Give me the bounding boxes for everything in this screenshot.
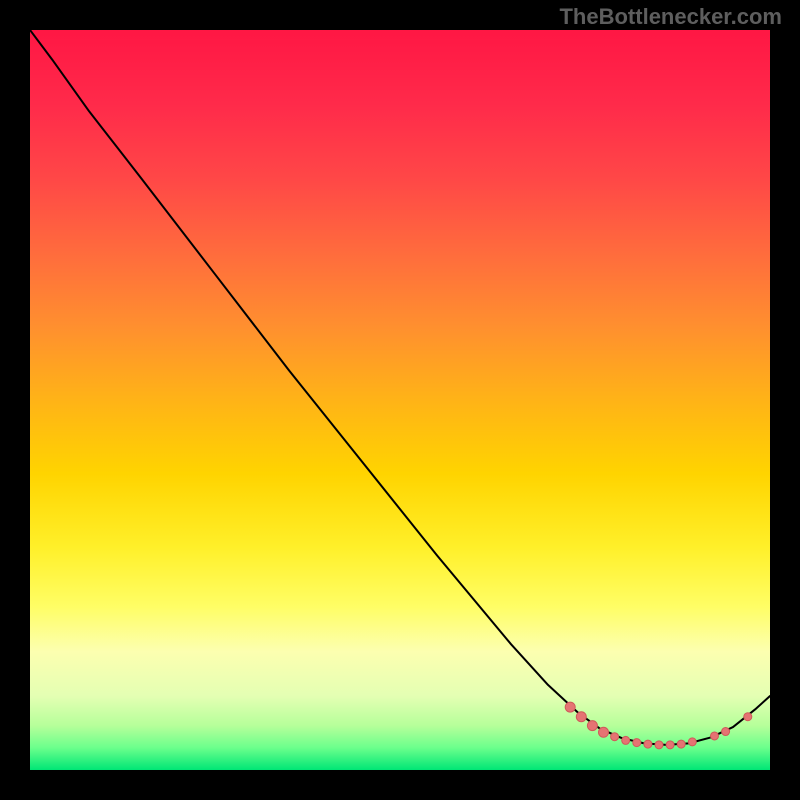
watermark-text: TheBottlenecker.com: [559, 4, 782, 30]
chart-marker: [744, 713, 752, 721]
chart-marker: [611, 733, 619, 741]
chart-marker: [565, 702, 575, 712]
chart-marker: [666, 741, 674, 749]
chart-marker: [688, 738, 696, 746]
chart-marker: [633, 739, 641, 747]
chart-marker: [722, 728, 730, 736]
chart-background: [30, 30, 770, 770]
chart-marker: [587, 721, 597, 731]
chart-plot-area: [30, 30, 770, 770]
chart-marker: [655, 741, 663, 749]
chart-marker: [622, 736, 630, 744]
chart-marker: [711, 732, 719, 740]
chart-marker: [599, 727, 609, 737]
chart-svg: [30, 30, 770, 770]
chart-marker: [576, 712, 586, 722]
chart-marker: [677, 740, 685, 748]
chart-marker: [644, 740, 652, 748]
